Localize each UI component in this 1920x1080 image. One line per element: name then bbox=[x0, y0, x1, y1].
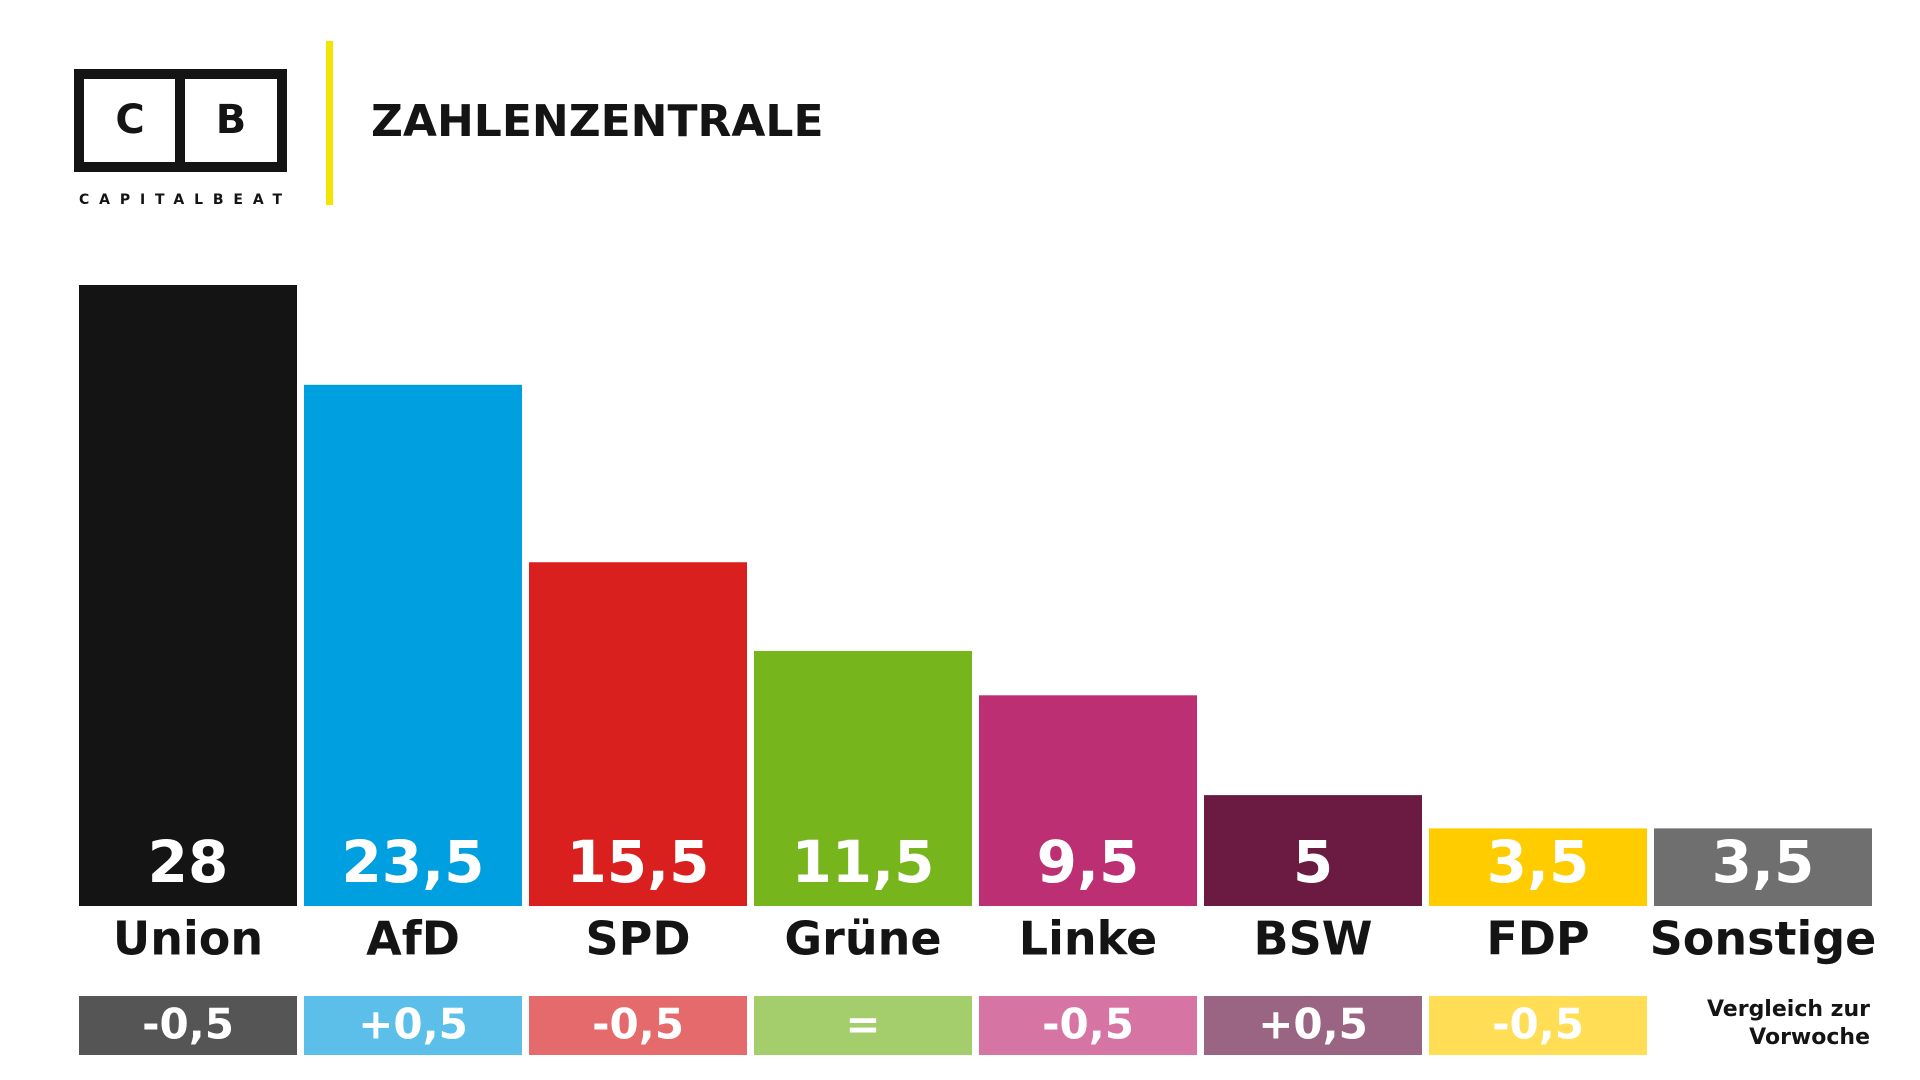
value-label: 9,5 bbox=[1037, 828, 1140, 896]
logo-name: CAPITALBEAT bbox=[79, 192, 282, 208]
bar bbox=[1204, 795, 1422, 906]
divider bbox=[326, 41, 333, 205]
change-label: -0,5 bbox=[1492, 1000, 1584, 1049]
category-label: BSW bbox=[1254, 912, 1373, 966]
bar bbox=[754, 650, 972, 906]
change-label: -0,5 bbox=[142, 1000, 234, 1049]
change-box bbox=[979, 996, 1197, 1055]
category-label: FDP bbox=[1486, 912, 1589, 966]
value-label: 3,5 bbox=[1487, 828, 1590, 896]
bar bbox=[979, 695, 1197, 906]
category-label: Sonstige bbox=[1650, 912, 1877, 966]
change-box bbox=[1429, 996, 1647, 1055]
value-label: 15,5 bbox=[566, 828, 709, 896]
change-label: -0,5 bbox=[1042, 1000, 1134, 1049]
value-label: 11,5 bbox=[791, 828, 934, 896]
change-note: Vorwoche bbox=[1749, 1025, 1870, 1050]
category-label: Grüne bbox=[784, 912, 941, 966]
bar bbox=[1429, 828, 1647, 906]
category-label: SPD bbox=[585, 912, 690, 966]
change-label: +0,5 bbox=[1258, 1000, 1368, 1049]
change-label: +0,5 bbox=[358, 1000, 468, 1049]
category-label: AfD bbox=[366, 912, 460, 966]
logo-letter: B bbox=[216, 97, 247, 143]
change-box bbox=[304, 996, 522, 1055]
category-label: Linke bbox=[1019, 912, 1157, 966]
change-box bbox=[1204, 996, 1422, 1055]
bar bbox=[529, 562, 747, 906]
bar bbox=[1654, 828, 1872, 906]
change-box bbox=[79, 996, 297, 1055]
change-note: Vergleich zur bbox=[1707, 997, 1870, 1022]
chart-title: ZAHLENZENTRALE bbox=[371, 96, 824, 147]
change-label: -0,5 bbox=[592, 1000, 684, 1049]
value-label: 23,5 bbox=[341, 828, 484, 896]
category-label: Union bbox=[113, 912, 263, 966]
value-label: 3,5 bbox=[1712, 828, 1815, 896]
change-box bbox=[754, 996, 972, 1055]
value-label: 5 bbox=[1293, 828, 1333, 896]
value-label: 28 bbox=[148, 828, 229, 896]
logo-letter: C bbox=[115, 97, 144, 143]
change-label: = bbox=[845, 1000, 880, 1049]
bar bbox=[79, 285, 297, 906]
change-box bbox=[529, 996, 747, 1055]
bar bbox=[304, 384, 522, 906]
